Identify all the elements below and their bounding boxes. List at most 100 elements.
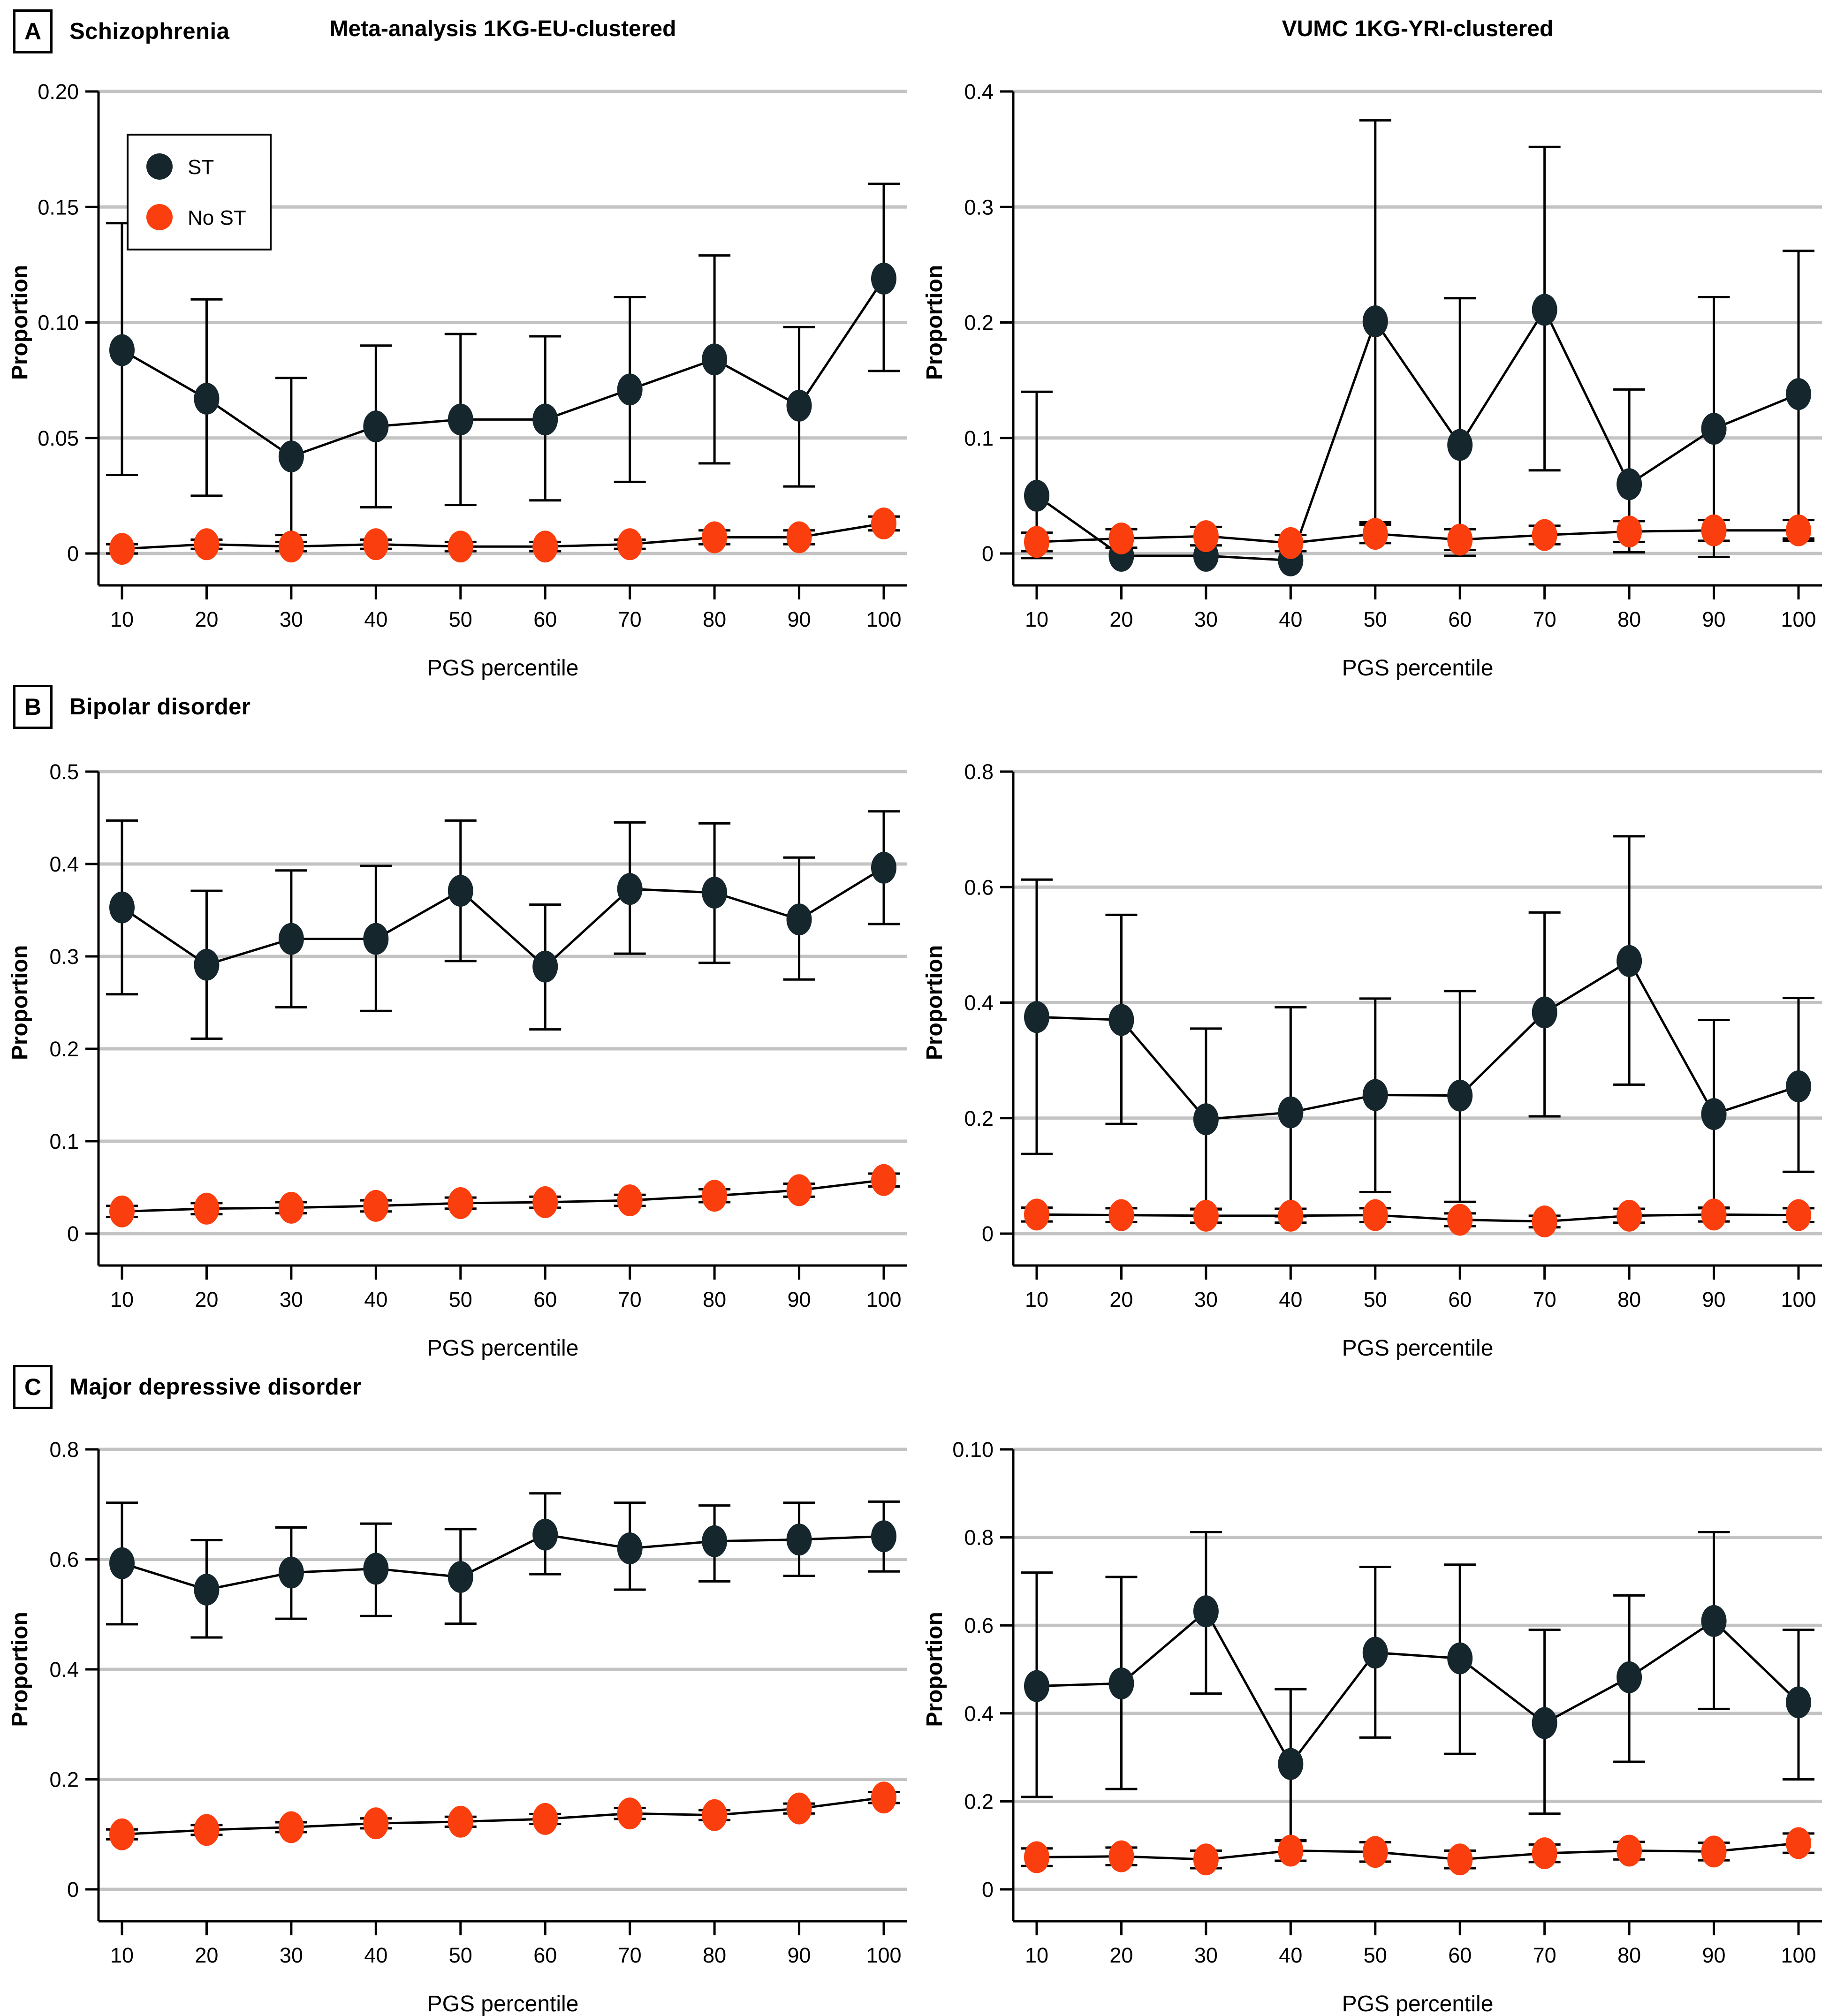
x-tick-label: 100 [866, 1943, 901, 1967]
data-point [1278, 1748, 1304, 1780]
data-point [1362, 1079, 1388, 1111]
y-tick-label: 0.6 [964, 875, 994, 899]
series-st [106, 1492, 900, 1639]
x-axis: 10 20 30 40 50 60 70 80 90 100 PGS percentile [99, 1264, 907, 1360]
data-point [1617, 1834, 1642, 1867]
x-tick-label: 40 [364, 1943, 387, 1967]
x-tick-label: 30 [280, 1288, 303, 1311]
data-point [871, 1781, 896, 1814]
y-tick-label: 0.1 [49, 1129, 79, 1153]
data-point [1362, 1637, 1388, 1669]
data-point [1701, 514, 1727, 546]
x-tick-label: 100 [1781, 1943, 1816, 1967]
y-tick-label: 0.1 [964, 426, 994, 450]
data-point [1532, 1205, 1557, 1238]
x-tick-label: 90 [788, 1943, 811, 1967]
data-point [109, 334, 135, 366]
x-tick-label: 20 [195, 1288, 218, 1311]
x-tick-label: 20 [195, 607, 218, 631]
x-axis: 10 20 30 40 50 60 70 80 90 100 PGS percentile [1013, 1264, 1822, 1360]
x-tick-label: 40 [364, 607, 387, 631]
data-point [194, 1573, 220, 1606]
data-point [1786, 1827, 1811, 1859]
data-point [702, 343, 728, 376]
data-point [1193, 520, 1219, 553]
data-point [532, 1186, 558, 1219]
y-tick-label: 0 [982, 1222, 994, 1246]
x-tick-label: 30 [1194, 1288, 1218, 1311]
y-tick-label: 0.8 [49, 1438, 79, 1462]
x-tick-label: 30 [1194, 1943, 1218, 1967]
chart-svg: 0 0.2 0.4 0.6 0.8 Proportion 10 20 30 40 50 60 70 80 9… [8, 1438, 907, 2016]
data-point [1447, 1843, 1473, 1876]
x-tick-label: 80 [1617, 607, 1641, 631]
x-tick-label: 70 [618, 607, 642, 631]
x-tick-label: 40 [364, 1288, 387, 1311]
data-point [532, 1803, 558, 1835]
gridlines [99, 770, 907, 1235]
y-tick-label: 0 [67, 1878, 79, 1902]
y-tick-label: 0 [67, 542, 79, 566]
data-point [1108, 1199, 1134, 1231]
data-point [786, 903, 812, 936]
series-st [1021, 835, 1814, 1218]
y-tick-label: 0.10 [952, 1438, 994, 1462]
x-tick-label: 50 [1364, 607, 1387, 631]
y-tick-label: 0.10 [38, 311, 79, 335]
data-point [448, 403, 473, 436]
y-tick-label: 0 [67, 1222, 79, 1246]
x-tick-label: 80 [703, 1943, 726, 1967]
data-point [363, 1807, 389, 1840]
series-st [106, 810, 900, 1040]
data-point [1701, 1835, 1727, 1868]
y-tick-label: 0.4 [49, 1658, 79, 1682]
data-point [109, 1818, 135, 1850]
data-point [617, 873, 643, 905]
data-point [1193, 1103, 1219, 1136]
data-point [1193, 1595, 1219, 1628]
x-axis: 10 20 30 40 50 60 70 80 90 100 PGS percentile [99, 1920, 907, 2016]
data-point [1278, 1199, 1304, 1232]
data-point [363, 1190, 389, 1222]
legend-label: ST [188, 156, 214, 179]
series-no-st [106, 1781, 900, 1850]
data-point [786, 1792, 812, 1825]
data-point [1532, 294, 1557, 326]
y-tick-label: 0.8 [964, 1526, 994, 1550]
y-axis-title: Proportion [922, 945, 947, 1060]
data-point [702, 521, 728, 553]
panel-letter-a: A [13, 9, 53, 53]
data-point [532, 1518, 558, 1551]
data-point [1024, 479, 1049, 512]
legend-swatch-no-st [146, 204, 173, 230]
x-tick-label: 60 [533, 1288, 557, 1311]
data-point [617, 528, 643, 561]
y-tick-label: 0.5 [49, 760, 79, 784]
data-point [786, 521, 812, 553]
data-point [448, 875, 473, 907]
data-point [278, 440, 304, 473]
gridlines [1013, 90, 1822, 555]
series-st [1021, 119, 1814, 576]
x-tick-label: 30 [280, 1943, 303, 1967]
y-tick-label: 0.2 [964, 311, 994, 335]
x-tick-label: 60 [533, 1943, 557, 1967]
data-point [617, 1532, 643, 1565]
data-point [1447, 1642, 1473, 1675]
x-tick-label: 10 [1025, 1288, 1048, 1311]
x-tick-label: 40 [1279, 607, 1302, 631]
y-axis-title: Proportion [922, 265, 947, 380]
data-point [448, 1805, 473, 1838]
x-axis: 10 20 30 40 50 60 70 80 90 100 PGS percentile [1013, 1920, 1822, 2016]
x-tick-label: 90 [788, 1288, 811, 1311]
chart-panel-schizophrenia-vumc: 0 0.1 0.2 0.3 0.4 Proportion 10 20 30 40 50 60 70 80 9… [915, 56, 1829, 680]
data-point [194, 1814, 220, 1846]
x-tick-label: 70 [1533, 607, 1556, 631]
data-point [871, 507, 896, 539]
chart-panel-mdd-meta: 0 0.2 0.4 0.6 0.8 Proportion 10 20 30 40 50 60 70 80 9… [0, 1417, 914, 2016]
x-axis-title: PGS percentile [1342, 656, 1494, 680]
data-point [1532, 996, 1557, 1029]
chart-svg: 0 0.1 0.2 0.3 0.4 0.5 Proportion 10 20 30 40 50 60 70… [8, 760, 907, 1360]
data-point [617, 373, 643, 406]
data-point [702, 1525, 728, 1557]
